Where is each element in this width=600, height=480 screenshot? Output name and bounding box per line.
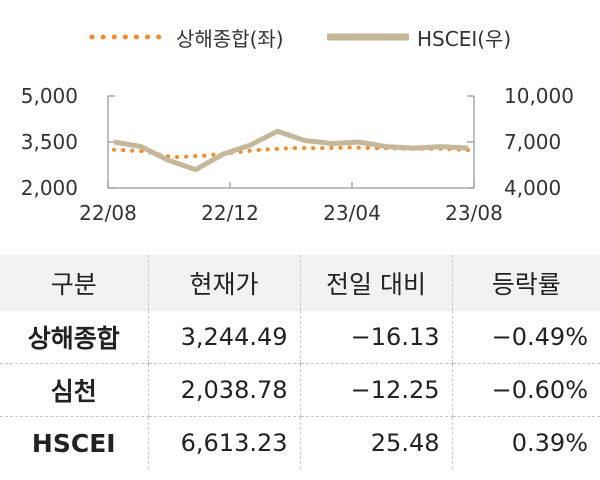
chart-legend: 상해종합(좌) HSCEI(우)	[0, 22, 600, 52]
line-chart: 2,000 3,500 5,000 4,000 7,000 10,000 22/08 22/1…	[21, 84, 574, 225]
row-rate: −0.60%	[451, 363, 600, 417]
index-table: 구분 현재가 전일 대비 등락률 상해종합 3,244.49 −16.13 −0…	[0, 255, 600, 469]
header-category: 구분	[0, 255, 148, 311]
y-right-tick-label: 7,000	[504, 130, 561, 154]
row-name: 심천	[0, 363, 148, 417]
series-1-point	[249, 144, 251, 146]
chart-series-layer	[112, 128, 470, 173]
series-1-point	[467, 147, 469, 149]
legend-label-hscei: HSCEI(우)	[417, 26, 512, 51]
series-1-point	[440, 146, 442, 148]
y-right-tick-label: 10,000	[504, 84, 574, 108]
series-0-point	[113, 149, 115, 151]
row-rate: −0.49%	[451, 311, 600, 364]
x-tick-label: 22/08	[79, 201, 137, 225]
legend-swatch-solid-tan	[327, 33, 409, 41]
series-0-point	[260, 149, 263, 151]
y-left-tick-label: 3,500	[21, 130, 78, 154]
table-row: HSCEI 6,613.23 25.48 0.39%	[0, 416, 600, 469]
row-change: −12.25	[299, 363, 452, 417]
series-1-point	[358, 141, 360, 143]
series-0-point	[172, 156, 174, 158]
legend-swatch-dotted-orange	[89, 34, 167, 40]
series-1-point	[331, 142, 333, 145]
series-1-point	[385, 146, 387, 148]
legend-label-shanghai: 상해종합(좌)	[176, 26, 284, 51]
table-header-row: 구분 현재가 전일 대비 등락률	[0, 255, 600, 311]
series-1-point	[113, 141, 115, 143]
header-price: 현재가	[147, 255, 300, 311]
series-0-point	[349, 146, 351, 149]
header-change: 전일 대비	[299, 255, 452, 311]
row-name: 상해종합	[0, 311, 148, 364]
row-price: 3,244.49	[147, 311, 300, 364]
series-0-point	[201, 155, 204, 157]
header-rate: 등락률	[451, 255, 600, 311]
x-tick-label: 22/12	[201, 201, 259, 225]
table-row: 심천 2,038.78 −12.25 −0.60%	[0, 363, 600, 417]
row-price: 6,613.23	[147, 416, 300, 469]
x-tick-label: 23/08	[445, 201, 503, 225]
series-line-1	[113, 128, 469, 173]
y-left-tick-label: 5,000	[21, 84, 78, 108]
legend-item-hscei: HSCEI(우)	[325, 22, 511, 52]
x-tick-label: 23/04	[323, 201, 381, 225]
series-1-point	[140, 146, 142, 148]
series-1-point	[195, 169, 197, 171]
row-name: HSCEI	[31, 428, 116, 458]
series-1-point	[222, 153, 224, 155]
row-price: 2,038.78	[147, 363, 300, 417]
series-0-point	[290, 147, 292, 149]
y-right-tick-label: 4,000	[504, 176, 561, 200]
row-change: 25.48	[299, 416, 452, 469]
series-1-point	[304, 139, 306, 142]
series-0-point	[319, 147, 322, 149]
series-1-point	[276, 130, 278, 132]
legend-item-shanghai: 상해종합(좌)	[88, 22, 284, 52]
series-0-point	[142, 150, 145, 152]
row-rate: 0.39%	[451, 416, 600, 469]
chart-axes	[107, 95, 475, 189]
series-1-point	[412, 147, 415, 149]
table-row: 상해종합 3,244.49 −16.13 −0.49%	[0, 311, 600, 364]
chart-tick-labels: 2,000 3,500 5,000 4,000 7,000 10,000 22/08 22/1…	[21, 84, 574, 225]
row-change: −16.13	[299, 311, 452, 364]
y-left-tick-label: 2,000	[21, 176, 78, 200]
series-1-point	[167, 159, 170, 161]
